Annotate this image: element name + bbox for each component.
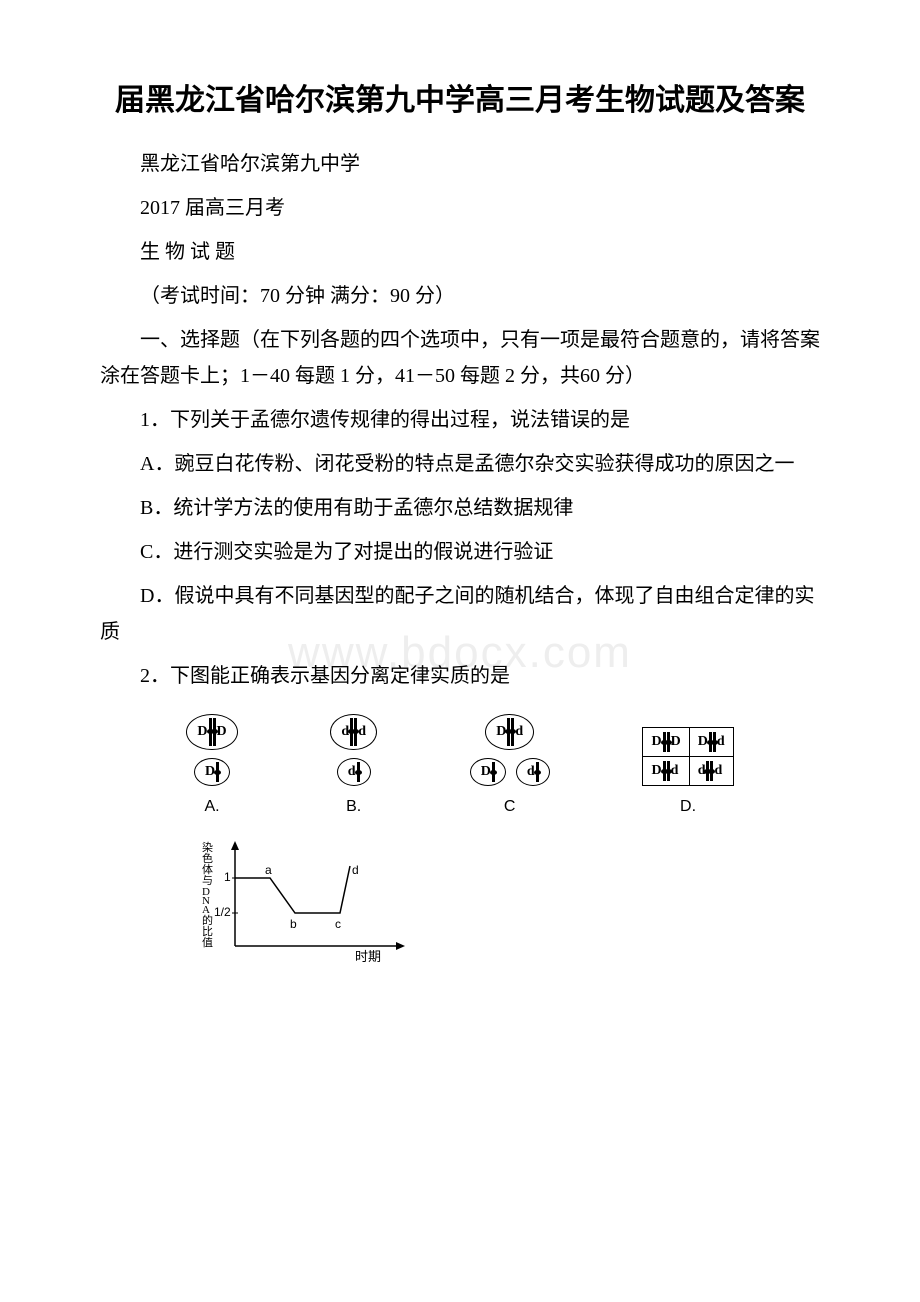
exam-info-line: （考试时间：70 分钟 满分：90 分） bbox=[100, 278, 820, 314]
fig-label-c: C bbox=[504, 798, 516, 816]
chromosome-icon bbox=[710, 761, 713, 781]
point-b: b bbox=[290, 917, 297, 931]
q2-figure-row: D D D A. d d d B. bbox=[140, 714, 780, 816]
fig-option-d: D D D d bbox=[642, 727, 733, 816]
ytick-half: 1/2 bbox=[214, 905, 231, 919]
q2-stem: 2．下图能正确表示基因分离定律实质的是 bbox=[100, 658, 820, 694]
exam-line: 2017 届高三月考 bbox=[100, 190, 820, 226]
fig-c-parent: D d bbox=[485, 714, 534, 750]
fig-label-d: D. bbox=[680, 798, 696, 816]
chromosome-icon bbox=[354, 718, 357, 746]
point-a: a bbox=[265, 863, 272, 877]
ytick-1: 1 bbox=[224, 870, 231, 884]
chromosome-icon bbox=[492, 762, 495, 782]
fig-a-parent: D D bbox=[186, 714, 237, 750]
chromosome-icon bbox=[216, 762, 219, 782]
q1-stem: 1．下列关于孟德尔遗传规律的得出过程，说法错误的是 bbox=[100, 402, 820, 438]
chromosome-icon bbox=[536, 762, 539, 782]
chromosome-icon bbox=[511, 718, 514, 746]
ratio-graph: 1 1/2 a b c d 时期 染色体 与DNA 的比值 bbox=[200, 836, 820, 981]
allele-label: d bbox=[714, 763, 722, 779]
fig-label-a: A. bbox=[204, 798, 219, 816]
punnett-square: D D D d bbox=[642, 727, 733, 786]
allele-label: d bbox=[671, 763, 679, 779]
q1-option-d: D．假说中具有不同基因型的配子之间的随机结合，体现了自由组合定律的实质 bbox=[100, 578, 820, 650]
chromosome-icon bbox=[357, 762, 360, 782]
school-line: 黑龙江省哈尔滨第九中学 bbox=[100, 146, 820, 182]
doc-title: 届黑龙江省哈尔滨第九中学高三月考生物试题及答案 bbox=[100, 80, 820, 122]
allele-label: d bbox=[358, 724, 366, 740]
document-content: 届黑龙江省哈尔滨第九中学高三月考生物试题及答案 黑龙江省哈尔滨第九中学 2017… bbox=[100, 80, 820, 981]
fig-b-parent: d d bbox=[330, 714, 377, 750]
allele-label: D bbox=[671, 734, 681, 750]
fig-a-gamete: D bbox=[194, 758, 230, 786]
fig-option-b: d d d B. bbox=[330, 714, 377, 816]
point-c: c bbox=[335, 917, 341, 931]
fig-option-c: D d D d C bbox=[470, 714, 550, 816]
fig-c-gametes: D d bbox=[470, 758, 550, 786]
graph-svg: 1 1/2 a b c d 时期 染色体 与DNA 的比值 bbox=[200, 836, 420, 976]
chromosome-icon bbox=[213, 718, 216, 746]
allele-label: D bbox=[217, 724, 227, 740]
q1-option-b: B．统计学方法的使用有助于孟德尔总结数据规律 bbox=[100, 490, 820, 526]
allele-label: d bbox=[717, 734, 725, 750]
subject-line: 生 物 试 题 bbox=[100, 234, 820, 270]
q1-option-c: C．进行测交实验是为了对提出的假说进行验证 bbox=[100, 534, 820, 570]
ylabel: 染色体 与DNA 的比值 bbox=[202, 840, 216, 949]
section1-heading: 一、选择题（在下列各题的四个选项中，只有一项是最符合题意的，请将答案涂在答题卡上… bbox=[100, 322, 820, 394]
chromosome-icon bbox=[713, 732, 716, 752]
point-d: d bbox=[352, 863, 359, 877]
chromosome-icon bbox=[667, 732, 670, 752]
allele-label: d bbox=[515, 724, 523, 740]
allele-label: D bbox=[197, 724, 207, 740]
fig-option-a: D D D A. bbox=[186, 714, 237, 816]
q1-option-a: A．豌豆白花传粉、闭花受粉的特点是孟德尔杂交实验获得成功的原因之一 bbox=[100, 446, 820, 482]
fig-b-gamete: d bbox=[337, 758, 371, 786]
fig-label-b: B. bbox=[346, 798, 361, 816]
chromosome-icon bbox=[667, 761, 670, 781]
xlabel: 时期 bbox=[355, 949, 381, 964]
